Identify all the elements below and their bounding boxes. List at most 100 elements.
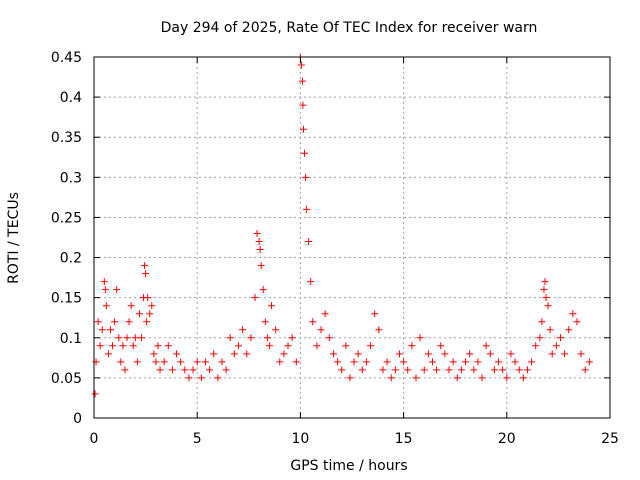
data-point [302, 173, 310, 181]
data-point [148, 302, 156, 310]
data-point [288, 334, 296, 342]
data-point [395, 350, 403, 358]
data-point [528, 358, 536, 366]
data-point [292, 358, 300, 366]
data-point [104, 350, 112, 358]
data-point [150, 350, 158, 358]
y-tick-label: 0.25 [51, 210, 82, 226]
data-point [325, 334, 333, 342]
data-point [107, 326, 115, 334]
data-point [265, 342, 273, 350]
data-point [400, 358, 408, 366]
data-point [449, 358, 457, 366]
data-point [131, 334, 139, 342]
data-point [263, 334, 271, 342]
data-point [152, 358, 160, 366]
y-tick-label: 0.1 [60, 331, 82, 347]
data-point [542, 294, 550, 302]
data-point [544, 302, 552, 310]
data-point [552, 342, 560, 350]
data-point [441, 350, 449, 358]
data-point [486, 350, 494, 358]
data-point [189, 366, 197, 374]
data-point [307, 278, 315, 286]
data-point [404, 366, 412, 374]
data-point [259, 286, 267, 294]
y-axis-label: ROTI / TECUs [6, 192, 22, 284]
data-point [538, 318, 546, 326]
x-tick-label: 0 [90, 431, 99, 447]
data-point [261, 318, 269, 326]
data-point [561, 350, 569, 358]
data-point [428, 358, 436, 366]
data-point [121, 366, 129, 374]
data-point [239, 326, 247, 334]
data-point [173, 350, 181, 358]
data-point [433, 366, 441, 374]
y-tick-label: 0.05 [51, 371, 82, 387]
data-point [146, 310, 154, 318]
data-point [305, 238, 313, 246]
data-point [338, 366, 346, 374]
data-point [222, 366, 230, 374]
data-point [102, 302, 110, 310]
data-point [466, 350, 474, 358]
data-point [362, 358, 370, 366]
data-point [391, 366, 399, 374]
data-point [143, 318, 151, 326]
data-point [482, 342, 490, 350]
data-point [354, 350, 362, 358]
x-axis-label: GPS time / hours [290, 458, 407, 474]
data-point [141, 262, 149, 270]
data-point [371, 310, 379, 318]
data-point [243, 350, 251, 358]
data-point [156, 366, 164, 374]
y-tick-label: 0.4 [60, 90, 82, 106]
data-point [253, 229, 261, 237]
data-point [445, 366, 453, 374]
data-point [144, 294, 152, 302]
x-tick-label: 25 [601, 431, 619, 447]
data-point [546, 326, 554, 334]
data-point [523, 366, 531, 374]
y-tick-label: 0.15 [51, 291, 82, 307]
data-point [457, 366, 465, 374]
data-point [94, 318, 102, 326]
data-point [453, 374, 461, 382]
data-point [503, 374, 511, 382]
data-point [299, 101, 307, 109]
data-point [470, 366, 478, 374]
data-point [226, 334, 234, 342]
data-point [234, 342, 242, 350]
data-point [346, 374, 354, 382]
data-point [303, 205, 311, 213]
data-point [313, 342, 321, 350]
data-point [329, 350, 337, 358]
data-point [387, 374, 395, 382]
data-point [462, 358, 470, 366]
data-point [350, 358, 358, 366]
x-tick-label: 10 [291, 431, 309, 447]
data-point [478, 374, 486, 382]
data-point [206, 366, 214, 374]
data-point [109, 342, 117, 350]
data-point [127, 302, 135, 310]
data-point [511, 358, 519, 366]
data-point [301, 149, 309, 157]
data-point [137, 334, 145, 342]
data-point [536, 334, 544, 342]
data-point [96, 342, 104, 350]
data-point [197, 374, 205, 382]
data-point [257, 262, 265, 270]
data-point [532, 342, 540, 350]
data-point [379, 366, 387, 374]
x-tick-label: 20 [498, 431, 516, 447]
data-point [358, 366, 366, 374]
axis-ticks: 0 0.05 0.1 0.15 0.2 0.25 0.3 0.35 0.4 0.45 0 5 10 15 2… [51, 50, 619, 447]
data-point [585, 358, 593, 366]
data-point [160, 358, 168, 366]
data-point [125, 318, 133, 326]
grid-layer [94, 57, 610, 418]
y-tick-label: 0 [73, 411, 82, 427]
data-point [420, 366, 428, 374]
